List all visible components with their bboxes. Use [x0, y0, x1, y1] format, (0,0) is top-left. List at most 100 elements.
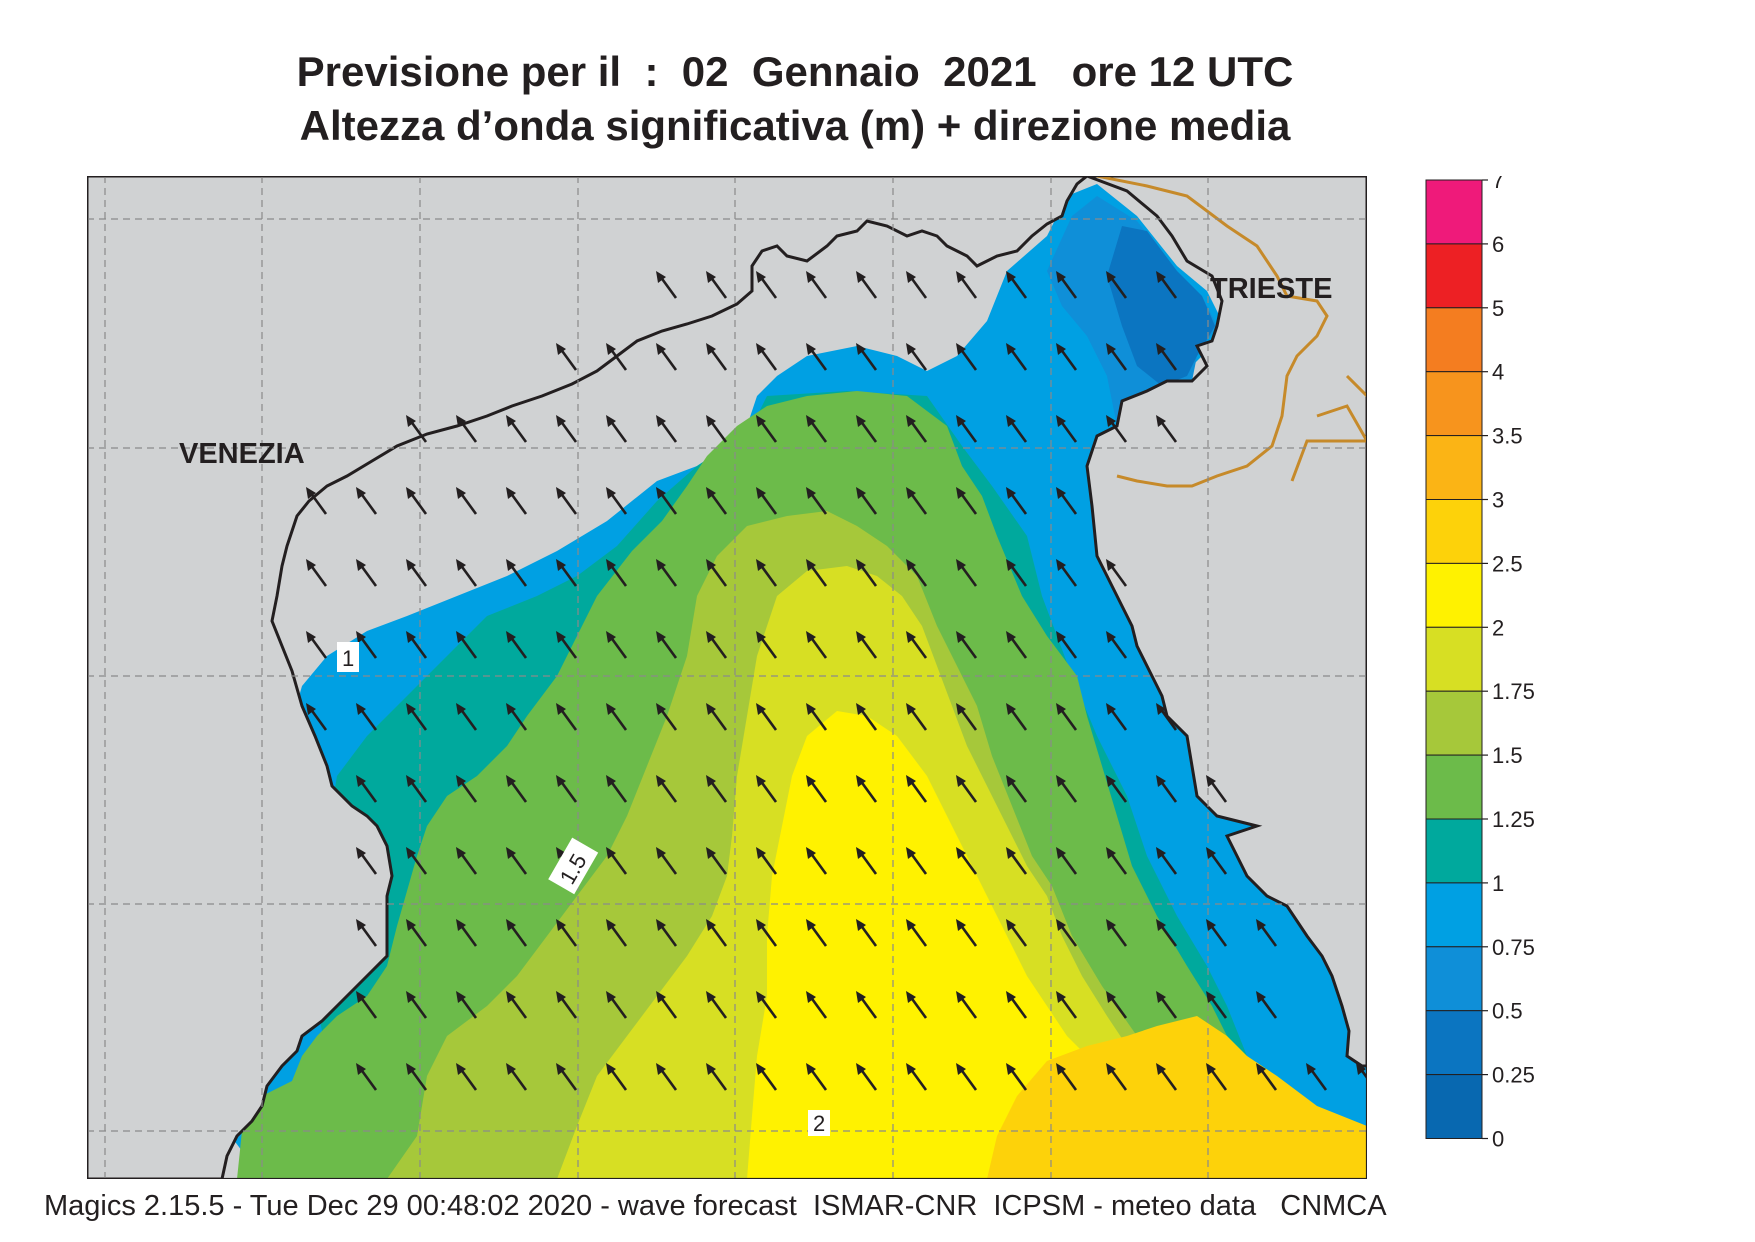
legend-tick-label: 2.5 [1492, 551, 1523, 576]
direction-arrow [756, 271, 778, 299]
direction-arrow [1156, 919, 1178, 947]
direction-arrow [1006, 919, 1028, 947]
direction-arrow [456, 415, 478, 443]
direction-arrow [1106, 847, 1128, 875]
direction-arrow [756, 1063, 778, 1091]
direction-arrow [706, 919, 728, 947]
direction-arrow [406, 847, 428, 875]
direction-arrow [956, 919, 978, 947]
direction-arrow [556, 775, 578, 803]
direction-arrow [1206, 1063, 1228, 1091]
direction-arrow [856, 703, 878, 731]
direction-arrow [606, 775, 628, 803]
direction-arrow [1106, 775, 1128, 803]
direction-arrow [456, 847, 478, 875]
direction-arrow [506, 703, 528, 731]
legend-tick-label: 5 [1492, 296, 1504, 321]
legend-swatch [1425, 307, 1483, 373]
direction-arrow [906, 415, 928, 443]
direction-arrow [1206, 919, 1228, 947]
band-2.5-3 [987, 1016, 1367, 1179]
contour-label-1: 1 [337, 642, 359, 672]
svg-text:1: 1 [342, 646, 354, 671]
direction-arrow [756, 703, 778, 731]
direction-arrow [406, 1063, 428, 1091]
direction-arrow [656, 487, 678, 515]
coastline [87, 176, 1367, 1179]
direction-arrow [1006, 415, 1028, 443]
direction-arrow [706, 415, 728, 443]
direction-arrow [606, 919, 628, 947]
direction-arrow [1056, 343, 1078, 371]
title-line-1: Previsione per il : 02 Gennaio 2021 ore … [296, 48, 1294, 95]
title-line-2: Altezza d’onda significativa (m) + direz… [299, 102, 1291, 149]
direction-arrow [1206, 847, 1228, 875]
direction-arrow [906, 343, 928, 371]
direction-arrow [706, 343, 728, 371]
direction-arrow [1156, 703, 1178, 731]
direction-arrow [556, 1063, 578, 1091]
direction-arrow [806, 775, 828, 803]
direction-arrow [806, 847, 828, 875]
legend-tick-label: 0 [1492, 1127, 1504, 1152]
direction-arrow [806, 1063, 828, 1091]
direction-arrow [656, 1063, 678, 1091]
direction-arrow [1156, 1063, 1178, 1091]
direction-arrow [1256, 991, 1278, 1019]
direction-arrow [856, 559, 878, 587]
direction-arrow [506, 559, 528, 587]
direction-arrow [706, 775, 728, 803]
direction-arrow [606, 415, 628, 443]
direction-arrow [1056, 631, 1078, 659]
direction-arrow [956, 1063, 978, 1091]
direction-arrow [656, 919, 678, 947]
direction-arrow [806, 343, 828, 371]
direction-arrow [556, 487, 578, 515]
direction-arrow [906, 991, 928, 1019]
direction-arrow [506, 775, 528, 803]
direction-arrow [1156, 415, 1178, 443]
legend-swatch [1425, 562, 1483, 628]
direction-arrow [606, 1063, 628, 1091]
direction-arrow [1106, 559, 1128, 587]
direction-arrow [806, 919, 828, 947]
svg-text:2: 2 [813, 1111, 825, 1136]
direction-arrow [406, 775, 428, 803]
direction-arrow [406, 487, 428, 515]
legend-swatch [1425, 435, 1483, 501]
legend-tick-label: 1.75 [1492, 679, 1535, 704]
direction-arrow [556, 631, 578, 659]
direction-arrow [956, 847, 978, 875]
legend-swatch [1425, 882, 1483, 948]
direction-arrow [856, 991, 878, 1019]
legend-tick-label: 1.25 [1492, 807, 1535, 832]
direction-arrow [756, 559, 778, 587]
direction-arrow [1006, 991, 1028, 1019]
direction-arrow [606, 847, 628, 875]
direction-arrow [306, 703, 328, 731]
band-0.25-0.5 [1107, 226, 1215, 386]
direction-arrow [806, 487, 828, 515]
legend-tick-label: 2 [1492, 615, 1504, 640]
direction-arrow [1206, 991, 1228, 1019]
legend-tick-label: 0.5 [1492, 999, 1523, 1024]
direction-arrow [806, 991, 828, 1019]
direction-arrow [956, 559, 978, 587]
wave-direction-arrows [306, 271, 1367, 1091]
footer-credits: Magics 2.15.5 - Tue Dec 29 00:48:02 2020… [44, 1190, 1387, 1222]
direction-arrow [456, 919, 478, 947]
direction-arrow [656, 991, 678, 1019]
direction-arrow [1006, 847, 1028, 875]
city-label-venezia: VENEZIA [179, 438, 305, 470]
direction-arrow [356, 991, 378, 1019]
direction-arrow [856, 343, 878, 371]
direction-arrow [1256, 1063, 1278, 1091]
direction-arrow [706, 991, 728, 1019]
direction-arrow [406, 991, 428, 1019]
direction-arrow [1106, 271, 1128, 299]
direction-arrow [956, 415, 978, 443]
direction-arrow [1056, 991, 1078, 1019]
legend-tick-label: 1.5 [1492, 743, 1523, 768]
istria-land [1085, 176, 1367, 1068]
direction-arrow [1106, 991, 1128, 1019]
